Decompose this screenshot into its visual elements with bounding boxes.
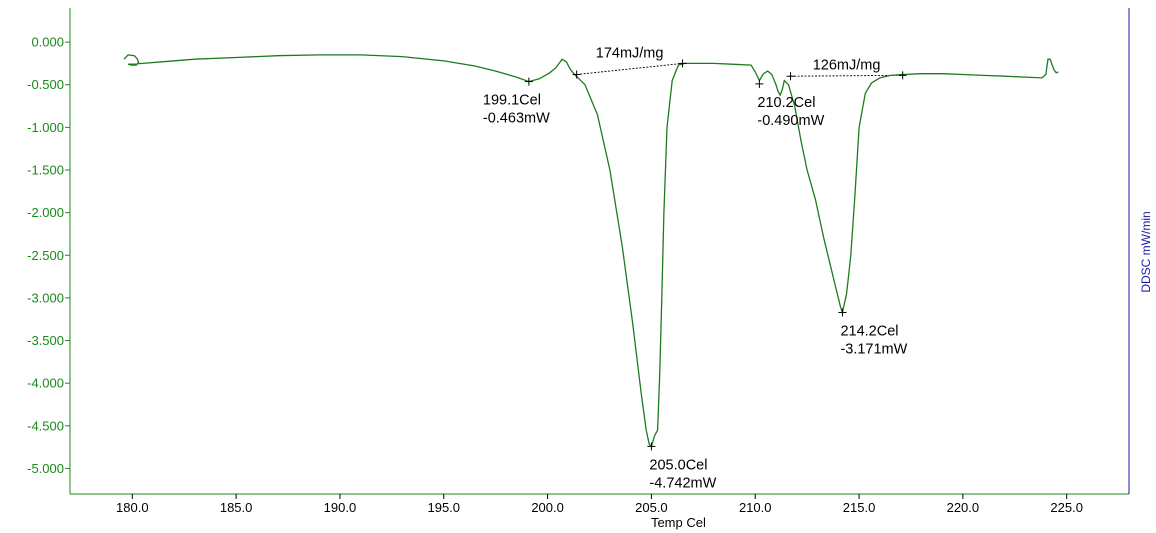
y-tick-label: -2.000: [27, 205, 64, 220]
y-tick-label: -0.500: [27, 77, 64, 92]
y-tick-label: -4.000: [27, 376, 64, 391]
y-tick-label: -1.000: [27, 120, 64, 135]
chart-axes: [69, 8, 1130, 495]
right-axis-title: DDSC mW/min: [1139, 211, 1153, 292]
y-tick-label: -4.500: [27, 418, 64, 433]
x-tick-label: 215.0: [843, 500, 876, 515]
integration-baselines: [576, 62, 903, 77]
x-tick-label: 180.0: [116, 500, 149, 515]
y-tick-label: -1.500: [27, 163, 64, 178]
peak-markers: [524, 59, 907, 451]
peak-annotation-line: -4.742mW: [649, 475, 716, 491]
y-tick-label: -3.500: [27, 333, 64, 348]
y-tick-label: -3.000: [27, 290, 64, 305]
x-tick-label: 220.0: [947, 500, 980, 515]
peak-annotation-line: 214.2Cel: [840, 323, 898, 339]
x-tick-label: 200.0: [531, 500, 564, 515]
integration-label: 126mJ/mg: [813, 57, 881, 73]
chart-labels: 0.000 -0.500 -1.000 -1.500 -2.000 -2.500 -3.00…: [27, 35, 1153, 530]
integration-baseline: [790, 74, 903, 77]
y-tick-label: -2.500: [27, 248, 64, 263]
x-tick-label: 195.0: [427, 500, 460, 515]
integration-baseline: [576, 62, 683, 75]
peak-annotation-line: 205.0Cel: [649, 457, 707, 473]
x-tick-label: 190.0: [324, 500, 357, 515]
integration-label: 174mJ/mg: [596, 45, 664, 61]
peak-annotation-line: -3.171mW: [840, 341, 907, 357]
x-tick-label: 225.0: [1050, 500, 1083, 515]
dsc-curve: [123, 54, 1059, 448]
peak-annotation-line: -0.463mW: [483, 111, 550, 127]
peak-annotation-line: 199.1Cel: [483, 93, 541, 109]
chart-ticks: [65, 41, 1068, 499]
x-tick-label: 205.0: [635, 500, 668, 515]
y-tick-label: -5.000: [27, 461, 64, 476]
peak-annotation-line: 210.2Cel: [757, 95, 815, 111]
x-tick-label: 185.0: [220, 500, 253, 515]
peak-annotation-line: -0.490mW: [757, 113, 824, 129]
x-tick-label: 210.0: [739, 500, 772, 515]
x-axis-title: Temp Cel: [651, 515, 706, 530]
y-tick-label: 0.000: [31, 35, 64, 50]
